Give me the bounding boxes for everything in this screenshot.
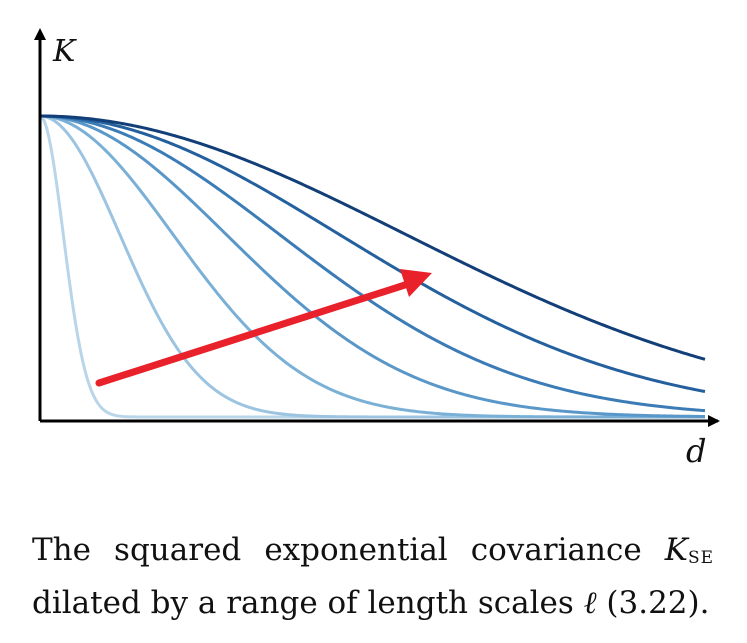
length-scale-arrow-head	[400, 269, 432, 297]
covariance-curve-3	[39, 114, 705, 419]
covariance-curve-4	[39, 114, 706, 418]
covariance-curve-5	[39, 114, 706, 413]
caption-subscript: SE	[687, 548, 714, 568]
figure-caption: The squared exponential covariance KSE d…	[32, 528, 714, 626]
caption-text-start: The squared exponential covariance	[32, 532, 665, 568]
caption-equation-ref: (3.22).	[596, 585, 710, 621]
covariance-figure: K d	[34, 28, 720, 470]
curves-group	[39, 114, 706, 419]
y-axis-arrowhead	[34, 28, 46, 40]
covariance-curve-6	[39, 114, 706, 393]
caption-text-middle: dilated by a range of length scales	[32, 585, 584, 621]
length-scale-arrow-shaft	[95, 280, 412, 387]
x-axis-arrowhead	[708, 415, 720, 427]
x-axis-label: d	[686, 432, 706, 470]
covariance-curve-7	[39, 114, 706, 361]
y-axis-label: K	[52, 34, 77, 69]
caption-symbol-K: K	[664, 532, 688, 568]
caption-symbol-ell: ℓ	[583, 585, 597, 621]
